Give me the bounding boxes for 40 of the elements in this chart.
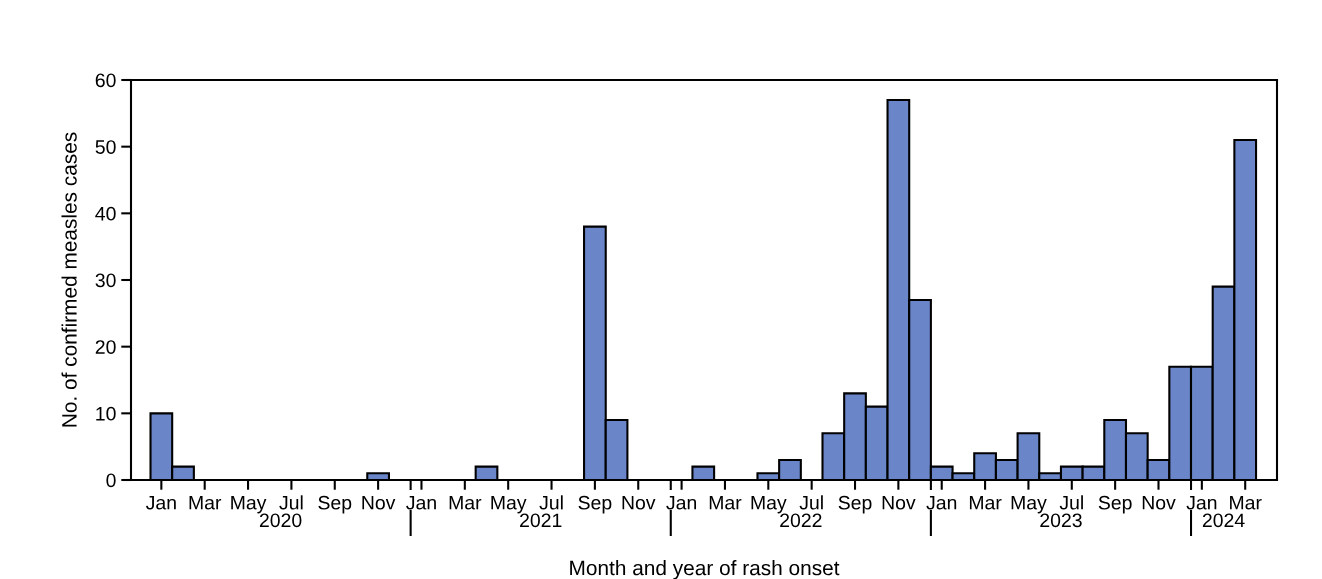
x-tick-label: Jul xyxy=(539,495,563,510)
y-tick-label: 20 xyxy=(95,340,116,354)
x-tick-label: Jul xyxy=(279,495,303,510)
text: 2020 xyxy=(259,513,302,528)
x-tick-label: Sep xyxy=(578,495,612,514)
x-tick-label: Nov xyxy=(362,495,396,510)
x-tick-label: Jan xyxy=(406,495,436,510)
x-tick-label: Mar xyxy=(709,495,742,510)
x-tick-label: May xyxy=(751,495,787,514)
text: 2024 xyxy=(1202,513,1245,528)
x-tick-label: Mar xyxy=(189,495,222,510)
x-tick-label: Nov xyxy=(1142,495,1176,510)
x-tick-label: Mar xyxy=(969,495,1002,510)
y-axis-title: No. of confirmed measles cases xyxy=(61,132,77,427)
y-tick-label: 10 xyxy=(96,406,116,421)
x-tick-label: Nov xyxy=(882,495,916,510)
x-tick-label: Jan xyxy=(1186,495,1217,510)
x-tick-label: Mar xyxy=(1230,495,1262,510)
x-tick-label: May xyxy=(1011,495,1047,514)
x-tick-label: Nov xyxy=(622,495,656,510)
y-tick-label: 30 xyxy=(95,273,116,288)
text: 2021 xyxy=(520,513,562,528)
x-tick-label: Sep xyxy=(318,495,352,514)
x-tick-label: May xyxy=(491,495,527,514)
text: 2022 xyxy=(780,513,822,528)
x-tick-label: Sep xyxy=(838,495,872,514)
x-axis-title: Month and year of rash onset xyxy=(570,560,840,579)
y-tick-label: 50 xyxy=(95,140,116,154)
x-tick-label: May xyxy=(231,495,267,514)
text: 2023 xyxy=(1040,513,1082,528)
x-tick-label: Jan xyxy=(666,495,697,510)
y-tick-label: 0 xyxy=(106,473,116,488)
x-tick-label: Jul xyxy=(799,495,823,510)
x-tick-label: Jan xyxy=(145,495,176,510)
x-tick-label: Mar xyxy=(449,495,482,510)
x-tick-label: Sep xyxy=(1098,495,1132,514)
y-tick-label: 40 xyxy=(95,206,116,221)
y-tick-label: 60 xyxy=(95,73,116,88)
x-tick-label: Jan xyxy=(926,495,957,510)
x-tick-label: Jul xyxy=(1059,495,1083,510)
